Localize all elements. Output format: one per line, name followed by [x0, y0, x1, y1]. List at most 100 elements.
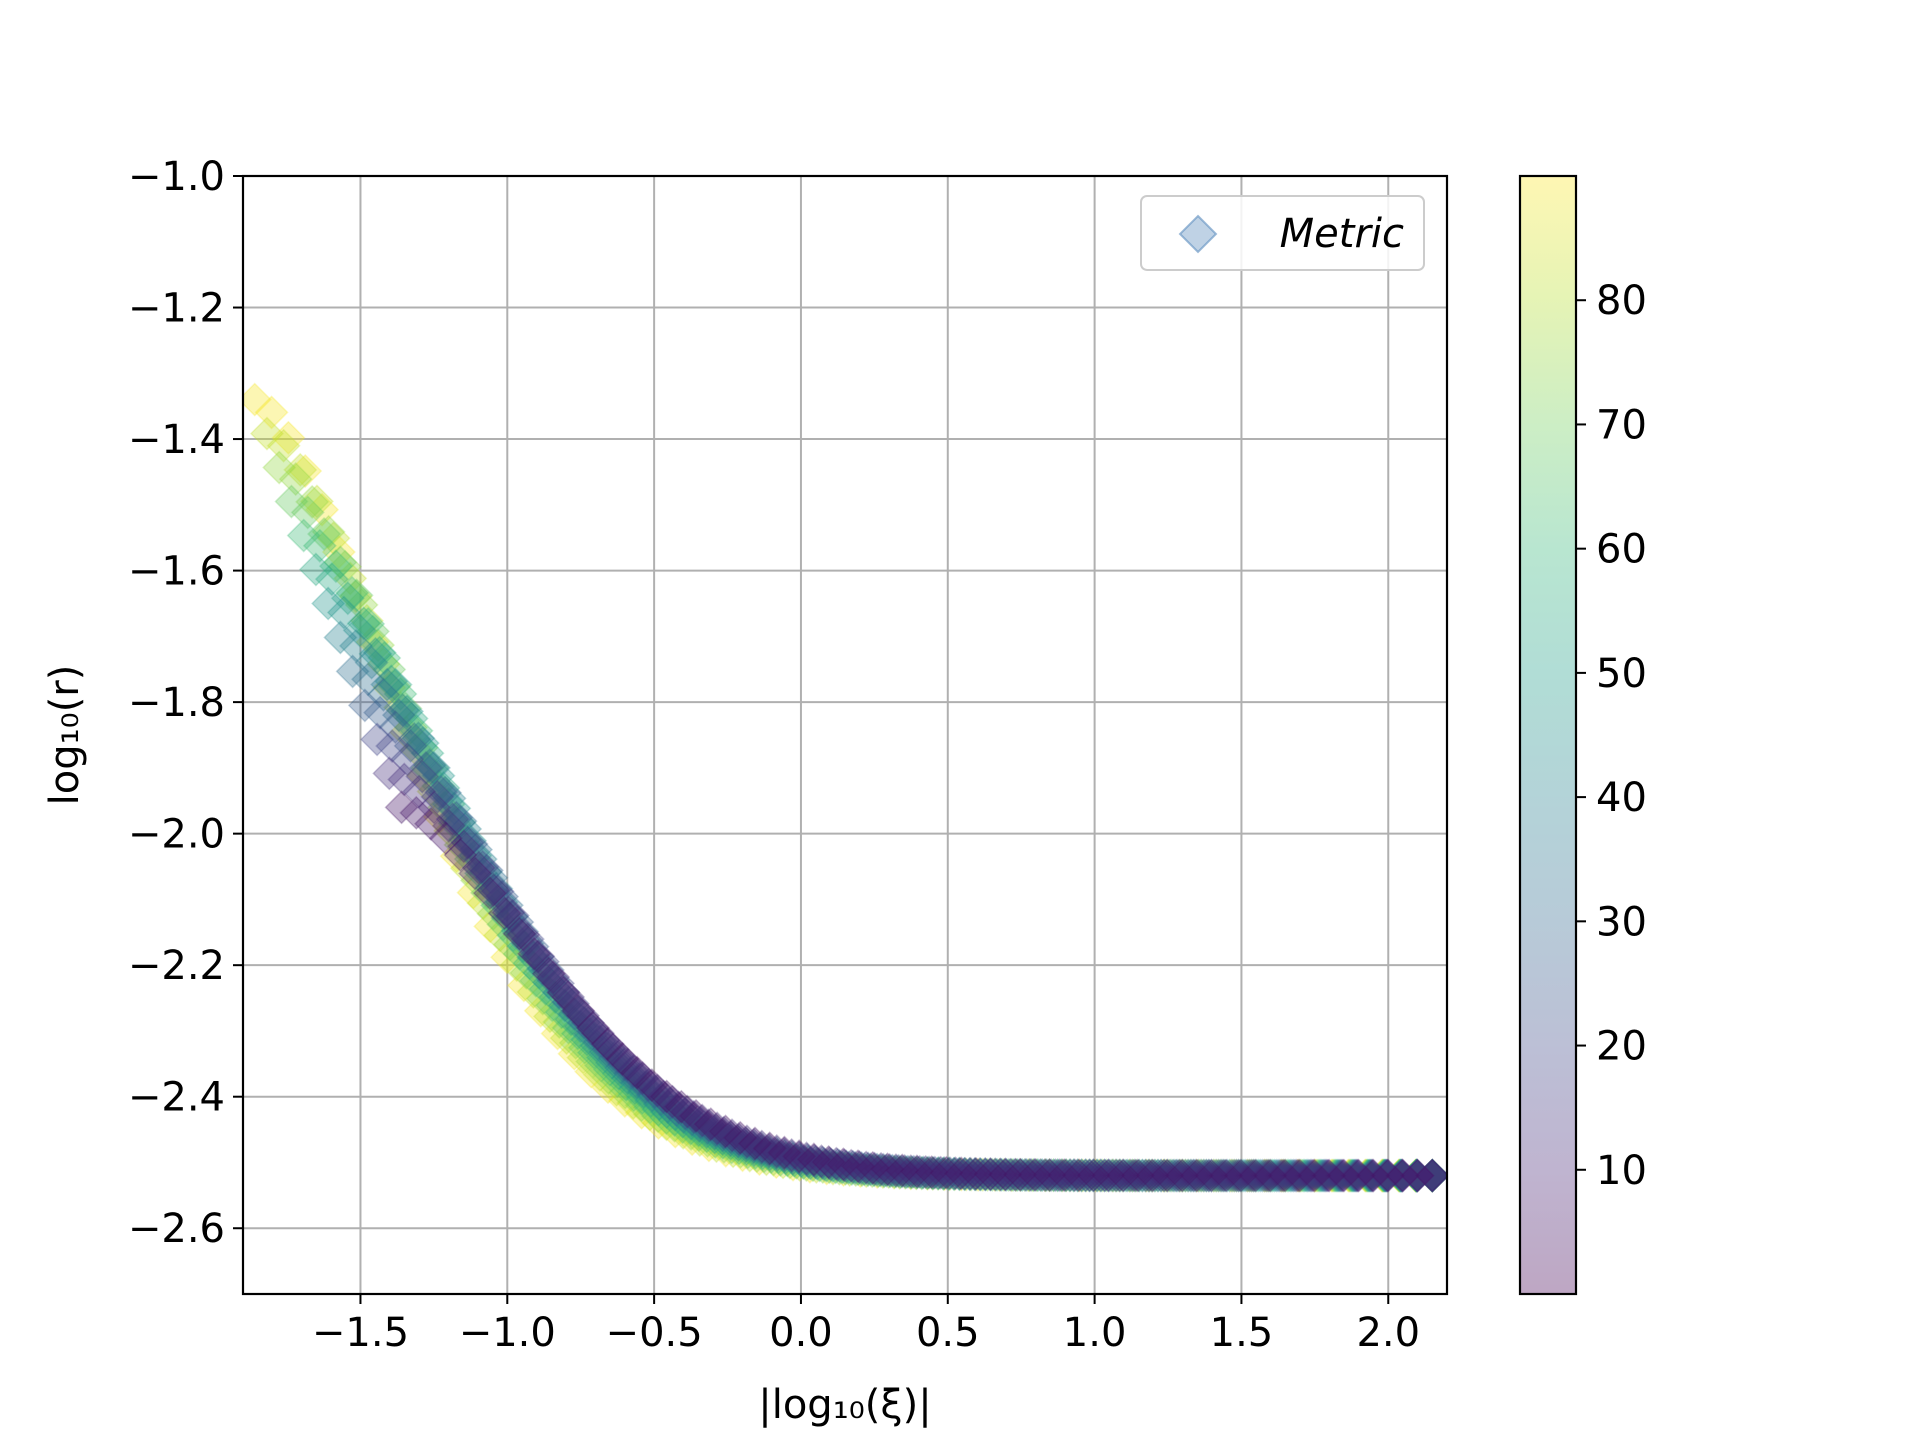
- data-point: [896, 1154, 931, 1189]
- data-point: [500, 913, 535, 948]
- data-point: [676, 1099, 711, 1135]
- data-point: [1236, 1158, 1271, 1193]
- data-point: [921, 1155, 956, 1191]
- data-point: [339, 578, 374, 613]
- data-point: [953, 1156, 988, 1191]
- data-point: [1023, 1157, 1058, 1193]
- data-point: [844, 1151, 879, 1186]
- data-point: [1415, 1158, 1447, 1193]
- data-point: [675, 1122, 710, 1157]
- data-point: [500, 905, 535, 940]
- data-point: [496, 918, 531, 953]
- data-point: [1158, 1158, 1194, 1193]
- data-point: [700, 1111, 735, 1146]
- data-point: [532, 999, 568, 1034]
- data-point: [1199, 1158, 1234, 1193]
- data-point: [1399, 1158, 1434, 1193]
- data-point: [1015, 1158, 1050, 1193]
- data-point: [893, 1155, 928, 1190]
- data-point: [1174, 1158, 1209, 1193]
- data-point: [540, 966, 576, 1001]
- data-point: [502, 916, 537, 951]
- data-point: [416, 750, 452, 785]
- data-point: [782, 1140, 817, 1175]
- data-point: [316, 521, 351, 556]
- data-point: [685, 1103, 720, 1138]
- data-point: [843, 1154, 878, 1189]
- data-point: [1306, 1158, 1341, 1193]
- data-point: [1234, 1158, 1269, 1193]
- data-point: [721, 1131, 757, 1166]
- data-point: [952, 1157, 987, 1192]
- plot-frame: [241, 174, 1449, 1296]
- y-tick-label: −2.2: [128, 943, 225, 989]
- data-point: [899, 1154, 935, 1189]
- data-point: [698, 1124, 733, 1159]
- data-point: [1245, 1158, 1280, 1193]
- data-point: [620, 1055, 655, 1090]
- data-point: [565, 998, 601, 1033]
- data-point: [311, 514, 346, 549]
- data-point: [1301, 1158, 1336, 1193]
- data-point: [463, 856, 499, 891]
- data-point: [1102, 1158, 1137, 1193]
- data-point: [375, 728, 410, 764]
- data-point: [595, 1032, 630, 1067]
- data-point: [689, 1114, 724, 1149]
- data-point: [1191, 1158, 1227, 1193]
- data-point: [1008, 1157, 1043, 1192]
- data-point: [1060, 1158, 1095, 1193]
- data-point: [1252, 1158, 1287, 1193]
- data-point: [937, 1156, 972, 1191]
- data-point: [579, 1028, 614, 1063]
- data-point: [372, 756, 407, 791]
- x-tick-label: −1.0: [459, 1310, 556, 1356]
- colorbar-ticks: 10 20 30 40 50 60 70 80: [1576, 278, 1647, 1194]
- data-point: [1335, 1158, 1370, 1193]
- data-point: [931, 1156, 966, 1191]
- data-point: [432, 781, 467, 816]
- data-point: [947, 1157, 982, 1192]
- data-point: [544, 995, 579, 1030]
- data-point: [1261, 1158, 1296, 1193]
- data-point: [713, 1123, 748, 1158]
- data-point: [900, 1155, 935, 1190]
- data-point: [789, 1147, 824, 1183]
- data-point: [1263, 1158, 1298, 1193]
- data-point: [485, 879, 520, 914]
- data-point: [1349, 1158, 1384, 1193]
- data-point: [936, 1156, 971, 1191]
- data-point: [302, 528, 337, 563]
- data-point: [697, 1120, 732, 1155]
- data-point: [298, 552, 333, 587]
- data-point: [1007, 1158, 1042, 1193]
- data-point: [468, 854, 503, 890]
- data-point: [747, 1139, 782, 1174]
- data-point: [1068, 1158, 1103, 1193]
- data-point: [967, 1157, 1003, 1192]
- data-point: [813, 1147, 848, 1182]
- data-point: [1016, 1158, 1051, 1193]
- data-point: [682, 1122, 717, 1158]
- data-point: [624, 1095, 659, 1130]
- data-point: [1321, 1158, 1356, 1193]
- data-point: [1281, 1158, 1316, 1193]
- data-point: [389, 694, 425, 729]
- data-point: [931, 1156, 966, 1191]
- data-point: [1027, 1157, 1062, 1193]
- data-point: [495, 898, 530, 933]
- data-point: [917, 1155, 952, 1190]
- data-point: [878, 1153, 913, 1188]
- data-point: [1289, 1158, 1324, 1193]
- data-point: [274, 484, 309, 519]
- y-tick-label: −1.4: [128, 417, 225, 463]
- x-tick-label: −0.5: [606, 1310, 703, 1356]
- data-point: [551, 985, 586, 1020]
- data-point: [673, 1106, 709, 1141]
- data-point: [693, 1107, 728, 1142]
- data-point: [424, 775, 459, 810]
- data-point: [1028, 1158, 1063, 1193]
- data-point: [1336, 1158, 1371, 1193]
- data-point: [1356, 1158, 1391, 1193]
- data-point: [820, 1147, 855, 1182]
